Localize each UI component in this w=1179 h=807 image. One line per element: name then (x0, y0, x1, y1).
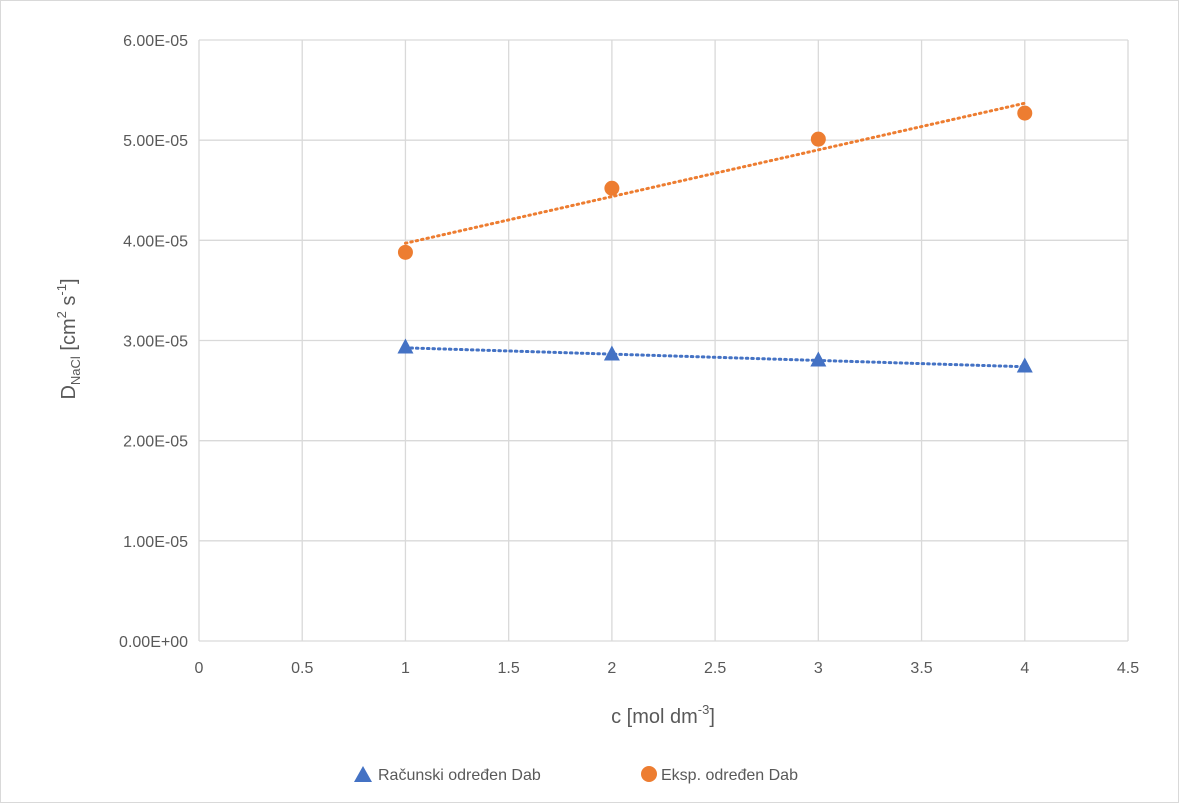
trendline-series-0 (403, 346, 1027, 369)
data-point-triangle (1016, 357, 1033, 373)
y-axis-ticks: 0.00E+00 1.00E-05 2.00E-05 3.00E-05 4.00E-05… (119, 33, 188, 651)
x-tick-label: 1 (401, 660, 410, 677)
legend-label-racunski: Računski određen Dab (378, 767, 541, 784)
x-axis-title: c [mol dm-3] (611, 702, 715, 728)
legend-item-racunski: Računski određen Dab (354, 766, 541, 784)
y-axis-title: DNaCl [cm2 s-1] (54, 278, 83, 399)
x-tick-label: 0 (195, 660, 204, 677)
x-tick-label: 3 (814, 660, 823, 677)
y-tick-label: 3.00E-05 (123, 334, 188, 351)
y-tick-label: 0.00E+00 (119, 634, 188, 651)
x-tick-label: 1.5 (498, 660, 520, 677)
data-point-circle (397, 244, 413, 260)
x-tick-label: 4.5 (1117, 660, 1139, 677)
legend-item-eksp: Eksp. određen Dab (641, 766, 798, 784)
legend-triangle-marker (354, 766, 372, 782)
legend: Računski određen Dab Eksp. određen Dab (354, 766, 798, 784)
grid (198, 39, 1129, 642)
data-point-circle (1017, 105, 1033, 121)
y-tick-label: 4.00E-05 (123, 233, 188, 250)
trendlines (403, 101, 1027, 369)
x-tick-label: 3.5 (910, 660, 932, 677)
data-markers (397, 105, 1033, 373)
data-point-triangle (603, 345, 620, 361)
legend-circle-marker (641, 766, 657, 782)
y-tick-label: 6.00E-05 (123, 33, 188, 50)
x-tick-label: 2 (607, 660, 616, 677)
legend-label-eksp: Eksp. određen Dab (661, 767, 798, 784)
data-point-circle (810, 131, 826, 147)
x-tick-label: 2.5 (704, 660, 726, 677)
trendline-series-1 (403, 101, 1027, 245)
x-tick-label: 4 (1020, 660, 1029, 677)
x-axis-ticks: 0 0.5 1 1.5 2 2.5 3 3.5 4 4.5 (195, 660, 1140, 677)
data-point-triangle (397, 338, 414, 354)
x-tick-label: 0.5 (291, 660, 313, 677)
y-tick-label: 2.00E-05 (123, 434, 188, 451)
data-point-circle (604, 180, 620, 196)
y-tick-label: 1.00E-05 (123, 534, 188, 551)
data-point-triangle (810, 351, 827, 367)
y-tick-label: 5.00E-05 (123, 133, 188, 150)
